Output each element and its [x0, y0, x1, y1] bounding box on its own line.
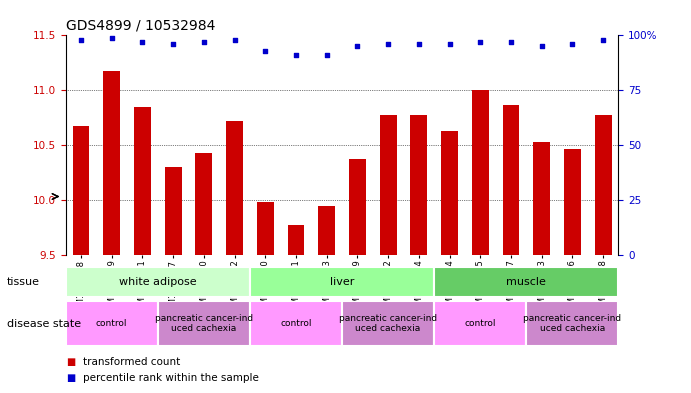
Bar [287, 225, 305, 255]
Text: control: control [281, 319, 312, 328]
Bar [134, 107, 151, 255]
Bar [73, 126, 89, 255]
Point [536, 43, 547, 50]
Text: control: control [96, 319, 127, 328]
Bar [103, 71, 120, 255]
Bar [502, 105, 520, 255]
Point [352, 43, 363, 50]
Bar [434, 301, 527, 346]
Point [383, 41, 394, 47]
Point [168, 41, 179, 47]
Text: control: control [464, 319, 496, 328]
Point [475, 39, 486, 45]
Text: tissue: tissue [7, 277, 40, 287]
Point [75, 37, 86, 43]
Bar [527, 301, 618, 346]
Point [229, 37, 240, 43]
Text: GDS4899 / 10532984: GDS4899 / 10532984 [66, 19, 215, 33]
Bar [595, 115, 612, 255]
Bar [250, 267, 434, 297]
Bar [349, 159, 366, 255]
Text: liver: liver [330, 277, 354, 287]
Bar [226, 121, 243, 255]
Text: pancreatic cancer-ind
uced cachexia: pancreatic cancer-ind uced cachexia [523, 314, 621, 333]
Point [505, 39, 516, 45]
Point [413, 41, 424, 47]
Point [260, 48, 271, 54]
Point [598, 37, 609, 43]
Bar [158, 301, 250, 346]
Point [137, 39, 148, 45]
Point [444, 41, 455, 47]
Bar [250, 301, 342, 346]
Bar [379, 115, 397, 255]
Bar [257, 202, 274, 255]
Bar [164, 167, 182, 255]
Point [321, 52, 332, 58]
Point [198, 39, 209, 45]
Bar [434, 267, 618, 297]
Bar [319, 206, 335, 255]
Text: pancreatic cancer-ind
uced cachexia: pancreatic cancer-ind uced cachexia [155, 314, 253, 333]
Text: white adipose: white adipose [119, 277, 197, 287]
Bar [196, 153, 212, 255]
Bar [342, 301, 434, 346]
Bar [533, 142, 550, 255]
Text: transformed count: transformed count [83, 358, 180, 367]
Bar [441, 131, 458, 255]
Bar [410, 115, 427, 255]
Bar [472, 90, 489, 255]
Text: ■: ■ [66, 358, 75, 367]
Text: percentile rank within the sample: percentile rank within the sample [83, 373, 259, 383]
Point [567, 41, 578, 47]
Bar [66, 301, 158, 346]
Bar [66, 267, 250, 297]
Text: pancreatic cancer-ind
uced cachexia: pancreatic cancer-ind uced cachexia [339, 314, 437, 333]
Bar [564, 149, 581, 255]
Point [290, 52, 301, 58]
Text: disease state: disease state [7, 319, 81, 329]
Text: muscle: muscle [507, 277, 547, 287]
Point [106, 35, 117, 41]
Text: ■: ■ [66, 373, 75, 383]
